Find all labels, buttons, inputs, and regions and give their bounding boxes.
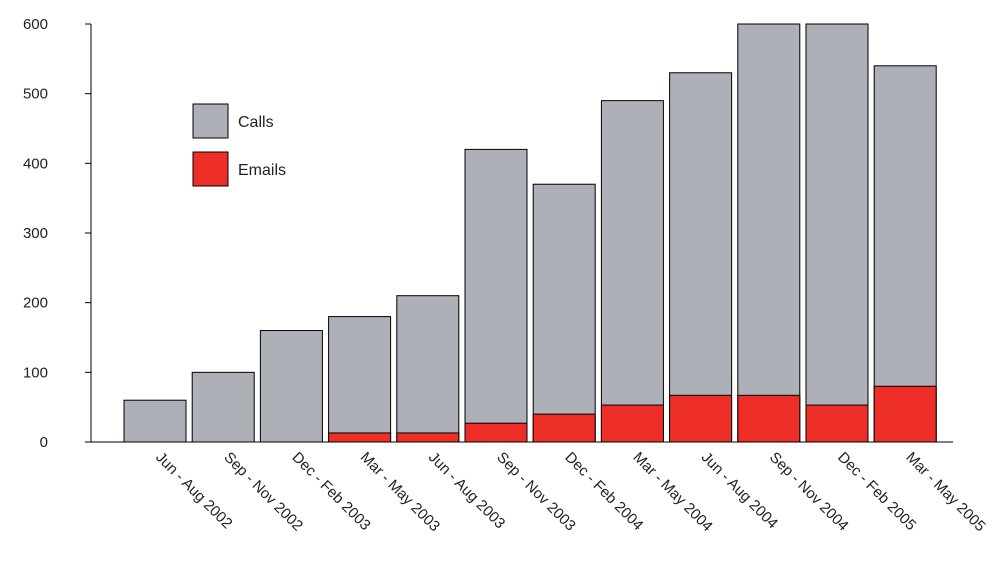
y-tick-label: 600	[23, 16, 48, 33]
bar-calls	[805, 23, 869, 443]
bar-emails	[737, 394, 801, 443]
bar-emails	[328, 432, 392, 443]
legend: Calls Emails	[192, 103, 286, 187]
legend-swatch-calls	[192, 103, 229, 139]
bar-emails	[873, 385, 937, 443]
y-tick-label: 300	[23, 225, 48, 242]
y-tick-label: 500	[23, 86, 48, 103]
bar-calls	[669, 72, 733, 443]
y-tick-label: 0	[40, 434, 48, 451]
bar-calls	[464, 148, 528, 443]
bar-calls	[328, 316, 392, 443]
bar-calls	[873, 65, 937, 443]
bar-emails	[600, 404, 664, 443]
bar-calls	[396, 295, 460, 443]
y-tick-label: 400	[23, 155, 48, 172]
y-tick-label: 100	[23, 364, 48, 381]
y-tick-label: 200	[23, 295, 48, 312]
legend-swatch-emails	[192, 151, 229, 187]
bar-emails	[805, 404, 869, 443]
bar-calls	[259, 330, 323, 443]
bar-emails	[532, 413, 596, 443]
bar-calls	[532, 183, 596, 443]
bar-emails	[464, 422, 528, 443]
legend-label-calls: Calls	[238, 114, 274, 131]
bar-calls	[123, 399, 187, 443]
y-ticks: 0 100 200 300 400 500 600	[23, 16, 91, 451]
bar-calls	[737, 23, 801, 443]
bar-emails	[396, 432, 460, 443]
bar-calls	[191, 371, 255, 443]
bar-calls	[600, 100, 664, 443]
bars	[123, 23, 937, 443]
bar-emails	[669, 394, 733, 443]
legend-label-emails: Emails	[238, 162, 286, 179]
